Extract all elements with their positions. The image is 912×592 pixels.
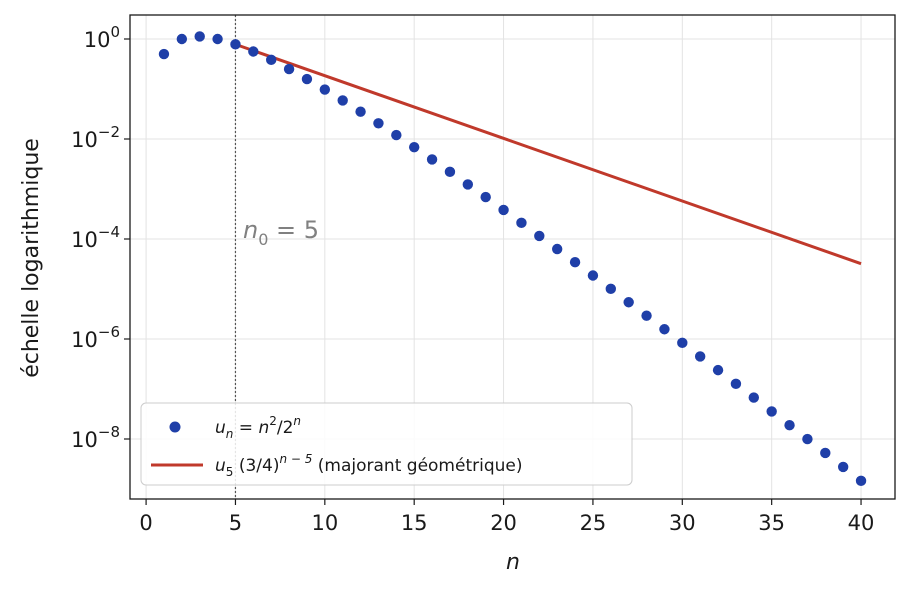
data-point: [230, 39, 241, 50]
legend: un = n2/2n u5 (3/4)n − 5 (majorant géomé…: [140, 402, 633, 486]
data-point: [480, 191, 491, 203]
x-tick-label: 30: [669, 511, 696, 535]
y-tick-label: 10−8: [71, 423, 120, 452]
data-point: [802, 433, 813, 445]
x-tick-label: 15: [401, 511, 428, 535]
data-point: [355, 106, 366, 117]
data-point: [194, 31, 205, 42]
data-point: [784, 420, 795, 431]
y-tick-label: 10−6: [71, 323, 120, 352]
data-point: [855, 475, 867, 487]
data-point: [748, 392, 759, 403]
x-tick-label: 25: [580, 511, 607, 535]
axes-frame: [129, 14, 896, 500]
data-point: [659, 324, 670, 335]
majorant-line: [234, 42, 862, 266]
data-point: [766, 406, 777, 417]
legend-label-line: u5 (3/4)n − 5 (majorant géométrique): [215, 452, 522, 479]
data-point: [337, 95, 348, 106]
x-tick-label: 5: [229, 511, 242, 535]
y-tick-label: 10−2: [71, 123, 120, 152]
data-point: [569, 257, 581, 268]
data-point: [158, 48, 170, 60]
data-point: [408, 141, 420, 153]
data-point: [319, 84, 331, 95]
legend-box: [140, 402, 633, 486]
plot-area: [158, 31, 867, 487]
data-point: [462, 179, 474, 190]
data-point: [694, 351, 706, 362]
y-axis-ticks: 100 10−2 10−4 10−6 10−8: [71, 23, 130, 452]
data-point: [623, 297, 634, 308]
data-point: [605, 283, 617, 295]
data-point: [373, 118, 384, 129]
data-point: [820, 447, 831, 459]
legend-marker-points: [169, 421, 181, 433]
legend-label-points: un = n2/2n: [215, 414, 301, 441]
data-point: [248, 46, 259, 57]
x-tick-label: 10: [311, 511, 338, 535]
data-point: [498, 204, 509, 216]
x-axis-ticks: 0 5 10 15 20 25 30 35 40: [139, 499, 874, 535]
data-point: [391, 129, 402, 141]
x-tick-label: 0: [139, 511, 152, 535]
y-axis-label: échelle logarithmique: [19, 138, 44, 378]
data-point: [266, 54, 277, 66]
x-axis-label: n: [506, 550, 520, 575]
data-point: [212, 33, 223, 45]
data-point: [837, 461, 849, 473]
x-tick-label: 40: [848, 511, 875, 535]
data-point: [444, 166, 456, 178]
data-point: [426, 154, 438, 165]
data-point: [516, 217, 527, 229]
data-point: [712, 364, 724, 376]
data-point: [551, 243, 563, 255]
data-point: [534, 230, 545, 242]
x-tick-label: 35: [758, 511, 785, 535]
x-tick-label: 20: [490, 511, 517, 535]
data-point: [641, 310, 652, 321]
data-point: [301, 73, 313, 85]
y-tick-label: 100: [84, 23, 120, 52]
data-point: [730, 378, 742, 390]
data-point: [283, 63, 295, 75]
data-point: [587, 270, 599, 281]
y-tick-label: 10−4: [71, 223, 120, 252]
data-point: [677, 337, 688, 349]
threshold-annotation: n0 = 5: [243, 216, 319, 249]
data-point: [176, 33, 188, 45]
